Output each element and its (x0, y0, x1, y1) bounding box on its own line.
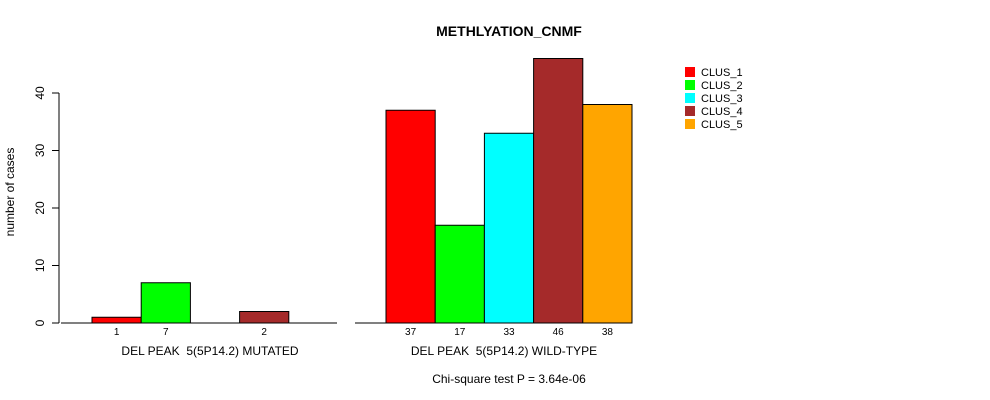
group-label: DEL PEAK 5(5P14.2) MUTATED (121, 344, 298, 358)
legend-label: CLUS_1 (701, 67, 743, 79)
legend-swatch-clus_4 (685, 106, 695, 116)
bar-clus_4-group-1 (239, 311, 290, 324)
legend-swatch-clus_5 (685, 119, 695, 129)
legend-swatch-clus_3 (685, 93, 695, 103)
bar-count-label: 46 (553, 327, 565, 338)
y-tick-label: 0 (33, 319, 47, 326)
bar-clus_5-group-2 (582, 104, 633, 324)
bar-count-label: 7 (163, 327, 169, 338)
legend-label: CLUS_2 (701, 80, 743, 92)
bar-clus_1-group-2 (385, 109, 436, 324)
bar-count-label: 38 (602, 327, 614, 338)
legend-label: CLUS_5 (701, 119, 743, 131)
bar-count-label: 17 (454, 327, 466, 338)
bar-clus_1-group-1 (91, 316, 142, 324)
bar-count-label: 33 (503, 327, 515, 338)
bar-clus_2-group-1 (140, 282, 191, 324)
y-tick-label: 40 (33, 86, 47, 100)
group-label: DEL PEAK 5(5P14.2) WILD-TYPE (411, 344, 597, 358)
bar-clus_4-group-2 (533, 58, 584, 324)
y-tick-label: 30 (33, 144, 47, 158)
bar-count-label: 2 (261, 327, 267, 338)
y-tick-label: 10 (33, 259, 47, 273)
legend-label: CLUS_3 (701, 93, 743, 105)
chi-square-footnote: Chi-square test P = 3.64e-06 (432, 372, 586, 386)
bar-clus_3-group-2 (483, 132, 535, 324)
bar-count-label: 1 (114, 327, 120, 338)
legend-swatch-clus_2 (685, 80, 695, 90)
legend-label: CLUS_4 (701, 106, 743, 118)
y-axis-label: number of cases (3, 148, 17, 237)
legend-swatch-clus_1 (685, 67, 695, 77)
y-axis: 0 10 20 30 40 (33, 86, 60, 326)
y-tick-label: 20 (33, 201, 47, 215)
bar-count-label: 37 (405, 327, 417, 338)
bar-clus_2-group-2 (434, 224, 485, 324)
chart-title: METHLYATION_CNMF (436, 23, 582, 39)
